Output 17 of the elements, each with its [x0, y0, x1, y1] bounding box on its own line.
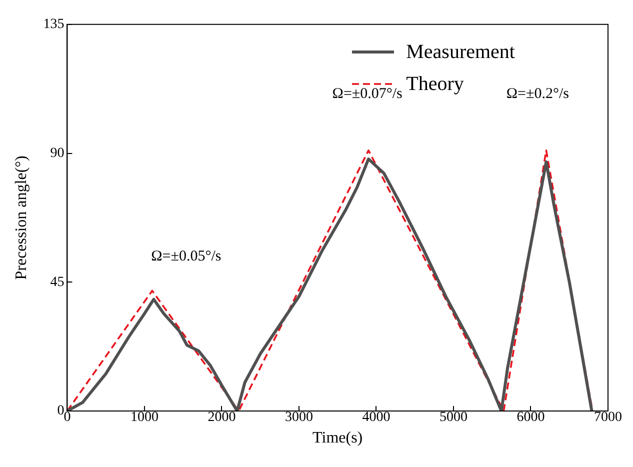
y-axis-title: Precession angle(°)	[12, 156, 30, 280]
x-tick-label: 4000	[362, 410, 390, 426]
legend-label: Theory	[406, 72, 464, 97]
y-tick-label: 45	[50, 274, 64, 290]
legend-label: Measurement	[406, 40, 515, 65]
annotation: Ω=±0.05°/s	[151, 248, 222, 265]
x-tick-label: 5000	[439, 410, 468, 426]
annotation: Ω=±0.2°/s	[506, 86, 570, 102]
y-tick-label: 90	[50, 146, 64, 161]
x-axis-title: Time(s)	[312, 430, 363, 447]
annotation: Ω=±0.07°/s	[332, 86, 403, 102]
x-tick-label: 6000	[516, 410, 545, 426]
x-tick-label: 3000	[284, 410, 313, 426]
x-tick-label: 1000	[130, 410, 158, 426]
x-tick-label: 2000	[208, 410, 236, 426]
y-tick-label: 135	[43, 17, 64, 32]
x-tick-label: 7000	[594, 410, 622, 426]
